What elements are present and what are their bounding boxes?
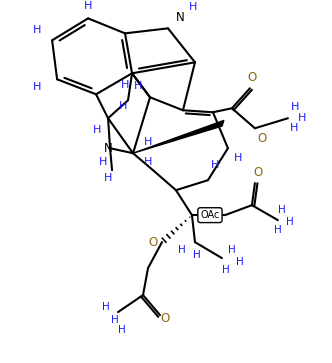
Text: H: H	[189, 3, 197, 12]
Text: H: H	[119, 101, 127, 111]
Text: O: O	[253, 166, 263, 179]
Text: H: H	[144, 157, 152, 167]
Text: N: N	[104, 142, 113, 155]
Text: H: H	[93, 125, 101, 135]
Text: N: N	[176, 11, 184, 24]
Text: OAc: OAc	[200, 210, 220, 220]
Text: H: H	[111, 315, 119, 325]
Text: H: H	[286, 217, 294, 227]
Text: H: H	[104, 173, 112, 183]
Text: O: O	[247, 71, 257, 84]
Text: H: H	[178, 245, 186, 255]
Text: H: H	[33, 82, 41, 92]
Text: H: H	[102, 302, 110, 312]
Text: H: H	[144, 137, 152, 147]
Text: O: O	[257, 132, 267, 145]
Text: H: H	[278, 205, 286, 215]
Text: H: H	[222, 265, 230, 275]
Text: O: O	[148, 236, 158, 249]
Text: H: H	[99, 157, 107, 167]
Text: H: H	[84, 1, 92, 11]
Text: H: H	[118, 325, 126, 335]
Text: H: H	[298, 113, 306, 123]
Text: H: H	[121, 80, 129, 90]
Text: H: H	[290, 123, 298, 133]
Text: O: O	[160, 311, 170, 325]
Text: H: H	[193, 250, 201, 260]
Text: H: H	[274, 225, 282, 235]
Text: H: H	[234, 153, 242, 163]
Text: H: H	[211, 160, 219, 170]
Text: H: H	[291, 102, 299, 112]
Polygon shape	[133, 121, 224, 153]
Text: H: H	[134, 81, 142, 91]
Text: H: H	[33, 25, 41, 35]
Text: H: H	[236, 257, 244, 267]
Text: H: H	[228, 245, 236, 255]
